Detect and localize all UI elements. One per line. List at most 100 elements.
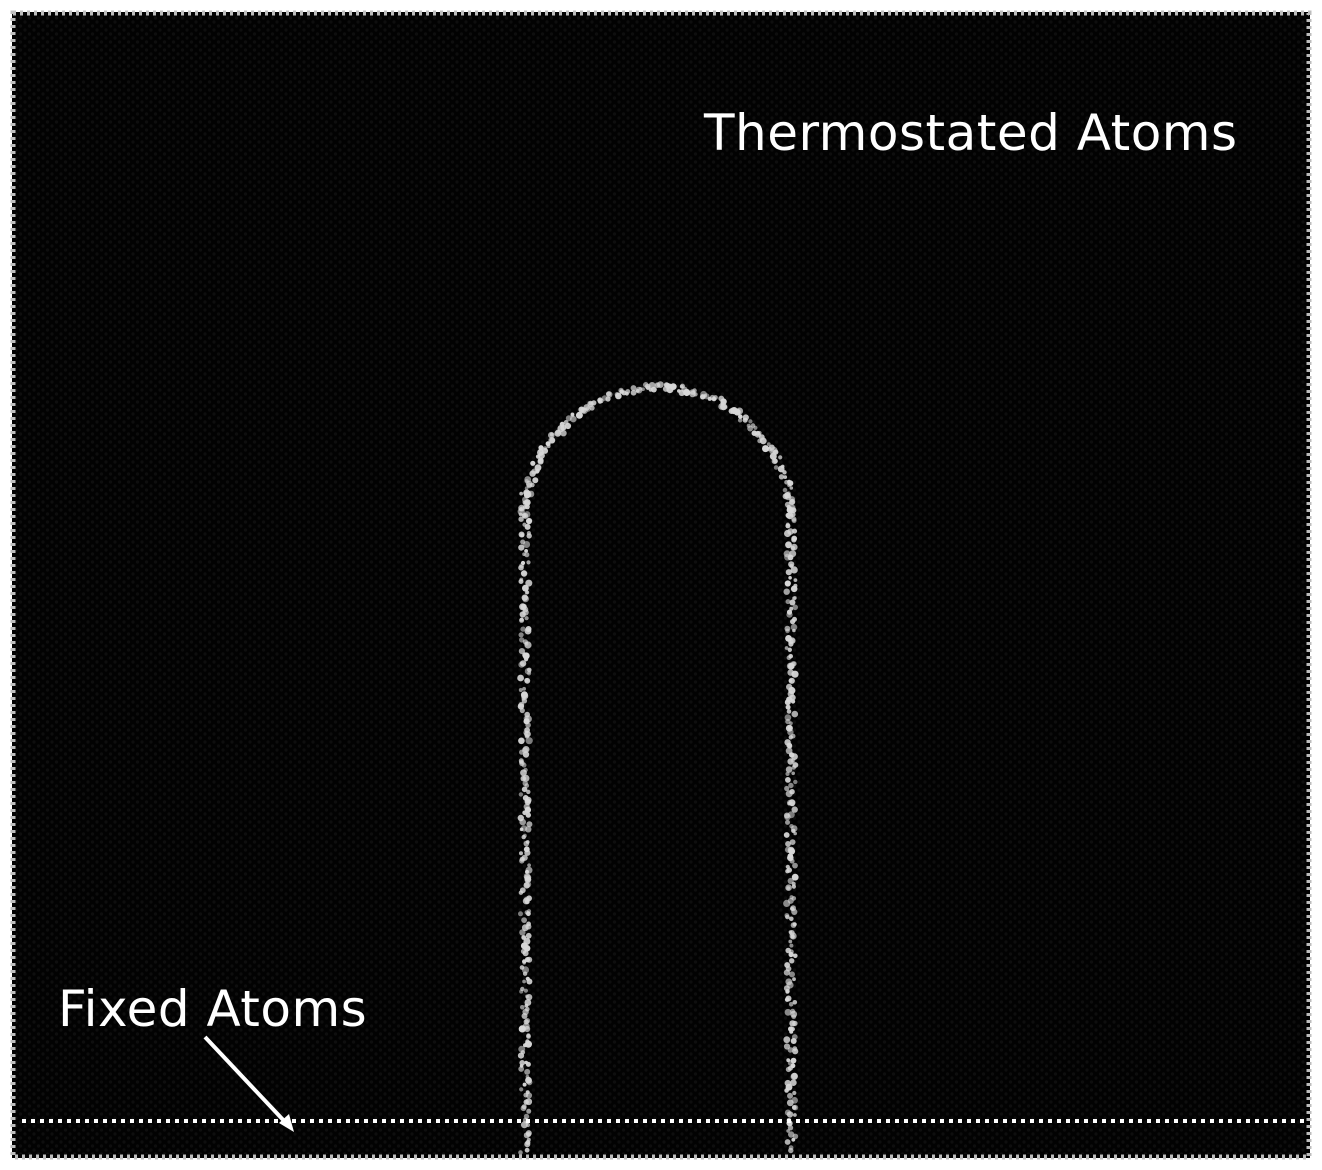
crack-surface-atom bbox=[790, 585, 798, 593]
crack-surface-atom bbox=[766, 442, 771, 447]
crack-surface-atom bbox=[785, 988, 790, 994]
crack-surface-atom bbox=[788, 677, 795, 684]
crack-surface-atom bbox=[792, 1048, 799, 1055]
crack-surface-atom bbox=[785, 1066, 792, 1073]
crack-surface-atom bbox=[527, 863, 531, 868]
crack-surface-atom bbox=[651, 386, 657, 393]
crack-surface-atom bbox=[524, 849, 531, 856]
crack-surface-atom bbox=[683, 388, 691, 397]
crack-surface-atom bbox=[785, 766, 793, 773]
crack-surface-atom bbox=[791, 753, 798, 760]
crack-surface-atom bbox=[635, 389, 640, 393]
crack-surface-atom bbox=[518, 1066, 525, 1072]
crack-surface-atom bbox=[522, 1082, 527, 1087]
crack-surface-atom bbox=[638, 387, 643, 391]
crack-surface-atom bbox=[520, 626, 526, 632]
crack-surface-atom bbox=[786, 867, 792, 873]
crack-surface-atom bbox=[788, 1131, 795, 1138]
crack-surface-atom bbox=[723, 405, 728, 410]
crack-surface-atom bbox=[791, 881, 796, 886]
crack-surface-atom bbox=[521, 786, 528, 793]
crack-surface-atom bbox=[530, 460, 536, 466]
crack-surface-atom bbox=[519, 1087, 524, 1092]
crack-surface-atom bbox=[784, 699, 791, 706]
crack-surface-atom bbox=[519, 1060, 525, 1066]
crack-surface-atom bbox=[747, 425, 753, 432]
crack-surface-atom bbox=[525, 722, 531, 728]
crack-surface-atom bbox=[788, 1002, 794, 1007]
crack-surface-atom bbox=[787, 758, 794, 765]
crack-surface-atom bbox=[526, 1108, 532, 1114]
crack-surface-atom bbox=[785, 841, 791, 847]
crack-surface-atom bbox=[538, 445, 544, 451]
crack-surface-atom bbox=[524, 549, 528, 553]
crack-surface-atom bbox=[524, 783, 530, 788]
crack-surface-atom bbox=[793, 779, 798, 785]
crack-surface-atom bbox=[793, 831, 797, 836]
crack-surface-atom bbox=[520, 769, 527, 777]
crack-surface-atom bbox=[524, 476, 532, 483]
crack-surface-atom bbox=[789, 721, 793, 725]
crack-surface-atom bbox=[525, 1039, 530, 1044]
crack-surface-atom bbox=[519, 660, 527, 667]
crack-surface-atom bbox=[522, 746, 530, 753]
crack-surface-atom bbox=[524, 711, 530, 718]
crack-surface-atom bbox=[570, 415, 577, 423]
crack-surface-atom bbox=[778, 474, 785, 480]
crack-surface-atom bbox=[788, 848, 796, 855]
crack-surface-atom bbox=[525, 579, 533, 587]
crack-surface-atom bbox=[792, 922, 797, 927]
crack-surface-atom bbox=[523, 988, 529, 993]
crack-surface-atom bbox=[519, 759, 524, 765]
crack-surface-atom bbox=[524, 727, 530, 733]
crack-surface-atom bbox=[630, 389, 637, 396]
crack-surface-atom bbox=[789, 839, 796, 845]
crack-surface-atom bbox=[578, 406, 585, 413]
crack-surface-atom bbox=[672, 384, 677, 389]
atom-lattice bbox=[16, 16, 1306, 1154]
crack-surface-atom bbox=[720, 398, 727, 405]
crack-surface-atom bbox=[790, 1038, 797, 1044]
crack-surface-atom bbox=[524, 1068, 531, 1075]
crack-surface-atom bbox=[737, 418, 743, 423]
crack-surface-atom bbox=[787, 1125, 794, 1131]
crack-surface-atom bbox=[525, 932, 532, 939]
crack-surface-atom bbox=[789, 486, 794, 490]
crack-surface-atom bbox=[787, 1047, 794, 1053]
crack-surface-atom bbox=[525, 812, 531, 818]
crack-surface-atom bbox=[790, 511, 796, 518]
crack-surface-atom bbox=[730, 407, 738, 415]
crack-surface-atom bbox=[791, 908, 798, 916]
crack-surface-atom bbox=[523, 491, 531, 499]
crack-surface-atom bbox=[521, 854, 528, 861]
crack-surface-atom bbox=[790, 1079, 797, 1086]
crack-surface-atom bbox=[788, 782, 794, 789]
crack-surface-atom bbox=[785, 569, 792, 576]
crack-surface-atom bbox=[523, 873, 531, 880]
crack-surface-atom bbox=[793, 953, 798, 959]
crack-surface-atom bbox=[518, 544, 525, 551]
crack-surface-atom bbox=[788, 939, 793, 944]
crack-surface-atom bbox=[742, 417, 748, 423]
crack-surface-atom bbox=[657, 381, 664, 388]
crack-surface-atom bbox=[788, 654, 793, 659]
crack-surface-atom bbox=[788, 641, 794, 647]
crack-surface-atom bbox=[782, 493, 789, 500]
crack-surface-atom bbox=[523, 511, 531, 518]
crack-surface-atom bbox=[793, 578, 798, 582]
crack-surface-atom bbox=[519, 818, 526, 826]
crack-surface-atom bbox=[785, 819, 790, 825]
crack-surface-atom bbox=[791, 710, 799, 718]
crack-surface-atom bbox=[785, 704, 791, 710]
crack-surface-atom bbox=[784, 714, 792, 721]
crack-surface-atom bbox=[789, 599, 796, 606]
crack-surface-atom bbox=[786, 709, 792, 714]
crack-surface-atom bbox=[703, 394, 707, 398]
crack-surface-atom bbox=[518, 792, 524, 797]
crack-surface-atom bbox=[783, 969, 791, 976]
crack-surface-atom bbox=[526, 921, 531, 927]
crack-surface-atom bbox=[522, 500, 527, 505]
crack-surface-atom bbox=[522, 584, 529, 592]
crack-surface-atom bbox=[788, 561, 795, 568]
